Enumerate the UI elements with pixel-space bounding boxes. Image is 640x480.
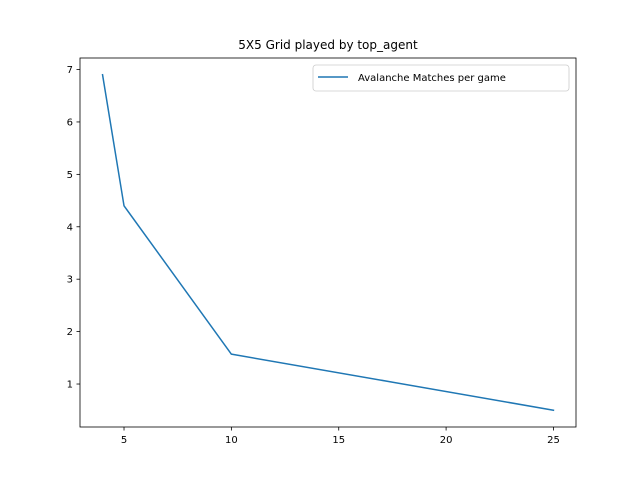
legend-box [312, 64, 570, 92]
x-tick-label: 10 [225, 435, 238, 446]
y-tick-label: 3 [67, 275, 73, 286]
y-tick-label: 7 [67, 65, 73, 76]
x-tick-label: 5 [121, 435, 127, 446]
y-tick-label: 5 [67, 170, 73, 181]
y-axis-ticks: 1 2 3 4 5 6 7 [67, 65, 80, 391]
y-tick-label: 6 [67, 117, 73, 128]
x-tick-label: 15 [332, 435, 345, 446]
y-tick-label: 4 [67, 222, 73, 233]
chart-title: 5X5 Grid played by top_agent [238, 38, 418, 52]
y-tick-label: 2 [67, 327, 73, 338]
legend: Avalanche Matches per game [312, 64, 570, 92]
series-line-0 [101, 73, 555, 412]
x-axis-ticks: 5 10 15 20 25 [121, 427, 560, 446]
series-layer [101, 73, 555, 412]
x-tick-label: 20 [440, 435, 453, 446]
x-tick-label: 25 [547, 435, 560, 446]
plot-frame [79, 57, 577, 428]
y-tick-label: 1 [67, 380, 73, 391]
legend-label-avalanche: Avalanche Matches per game [358, 73, 506, 84]
